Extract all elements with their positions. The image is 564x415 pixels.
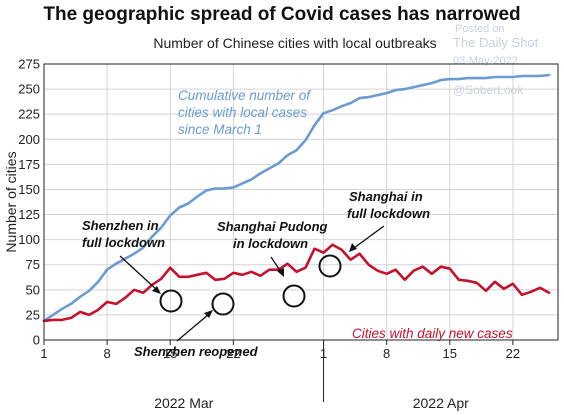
arrowhead-shanghai-lockdown <box>349 243 357 252</box>
x-tick-label: 8 <box>383 346 390 361</box>
x-tick-label: 8 <box>104 346 111 361</box>
annotation-arrow-pudong-lockdown <box>270 256 282 273</box>
y-tick-label: 125 <box>18 207 40 222</box>
watermark-date: 03-May-2022 <box>453 55 518 67</box>
annotation-pudong-lockdown-line-2: in lockdown <box>233 236 308 251</box>
annotation-shenzhen-lockdown-line-2: full lockdown <box>82 235 165 250</box>
watermark-handle: @SoberLook <box>453 83 524 97</box>
series-lines <box>42 73 551 323</box>
month-label-april: 2022 Apr <box>413 395 469 411</box>
annotation-shenzhen-reopened: Shenzhen reopened <box>134 292 259 359</box>
y-tick-label: 25 <box>26 307 40 322</box>
annotation-shanghai-lockdown: Shanghai in full lockdown <box>318 189 430 278</box>
axes: 0255075100125150175200225250275181522181… <box>18 57 520 412</box>
cumulative-series-label: Cumulative number of cities with local c… <box>178 88 311 137</box>
watermark-site: The Daily Shot <box>453 35 539 50</box>
month-label-march: 2022 Mar <box>154 395 213 411</box>
highlight-circle-shenzhen-lockdown <box>159 289 183 313</box>
y-tick-label: 175 <box>18 157 40 172</box>
watermark-posted: Posted on <box>455 23 505 35</box>
y-tick-label: 275 <box>18 57 40 72</box>
y-axis-title: Number of cities <box>3 151 19 252</box>
y-tick-label: 225 <box>18 107 40 122</box>
highlight-circle-shanghai-lockdown <box>318 254 342 278</box>
y-tick-label: 50 <box>26 282 40 297</box>
y-tick-label: 0 <box>33 333 40 348</box>
arrowhead-pudong-lockdown <box>277 268 284 277</box>
x-tick-label: 22 <box>506 346 520 361</box>
plot-frame <box>43 63 559 341</box>
chart-subtitle: Number of Chinese cities with local outb… <box>153 35 436 51</box>
daily-series-label: Cities with daily new cases <box>352 326 513 341</box>
y-tick-label: 150 <box>18 182 40 197</box>
highlight-circle-shenzhen-reopened <box>211 292 235 316</box>
cumulative-label-line-3: since March 1 <box>178 122 262 137</box>
annotation-arrow-shenzhen-reopened <box>176 313 210 342</box>
y-tick-label: 75 <box>26 257 40 272</box>
y-tick-label: 200 <box>18 132 40 147</box>
x-tick-label: 15 <box>163 346 177 361</box>
annotation-shenzhen-reopened-text: Shenzhen reopened <box>134 344 259 359</box>
arrowhead-shenzhen-lockdown <box>152 286 161 294</box>
watermark: Posted on The Daily Shot 03-May-2022 @So… <box>453 23 539 97</box>
annotation-arrow-shenzhen-lockdown <box>119 255 158 291</box>
y-tick-label: 100 <box>18 232 40 247</box>
x-tick-label: 1 <box>40 346 47 361</box>
annotation-shenzhen-lockdown-line-1: Shenzhen in <box>82 218 159 233</box>
annotation-shanghai-lockdown-line-1: Shanghai in <box>349 189 423 204</box>
annotation-arrow-shanghai-lockdown <box>353 225 385 249</box>
series-line-cumulative <box>42 73 551 323</box>
highlight-circle-pudong-lockdown <box>282 284 306 308</box>
x-tick-label: 15 <box>443 346 457 361</box>
annotation-pudong-lockdown: Shanghai Pudong in lockdown <box>217 219 328 308</box>
cumulative-label-line-2: cities with local cases <box>178 105 307 120</box>
annotation-pudong-lockdown-line-1: Shanghai Pudong <box>217 219 328 234</box>
cumulative-label-line-1: Cumulative number of <box>178 88 311 103</box>
x-tick-label: 22 <box>226 346 240 361</box>
chart-title: The geographic spread of Covid cases has… <box>43 4 520 25</box>
y-tick-label: 250 <box>18 82 40 97</box>
series-line-daily <box>42 243 551 323</box>
arrowhead-shenzhen-reopened <box>204 310 213 318</box>
annotation-shanghai-lockdown-line-2: full lockdown <box>347 206 430 221</box>
annotation-shenzhen-lockdown: Shenzhen in full lockdown <box>82 218 183 313</box>
